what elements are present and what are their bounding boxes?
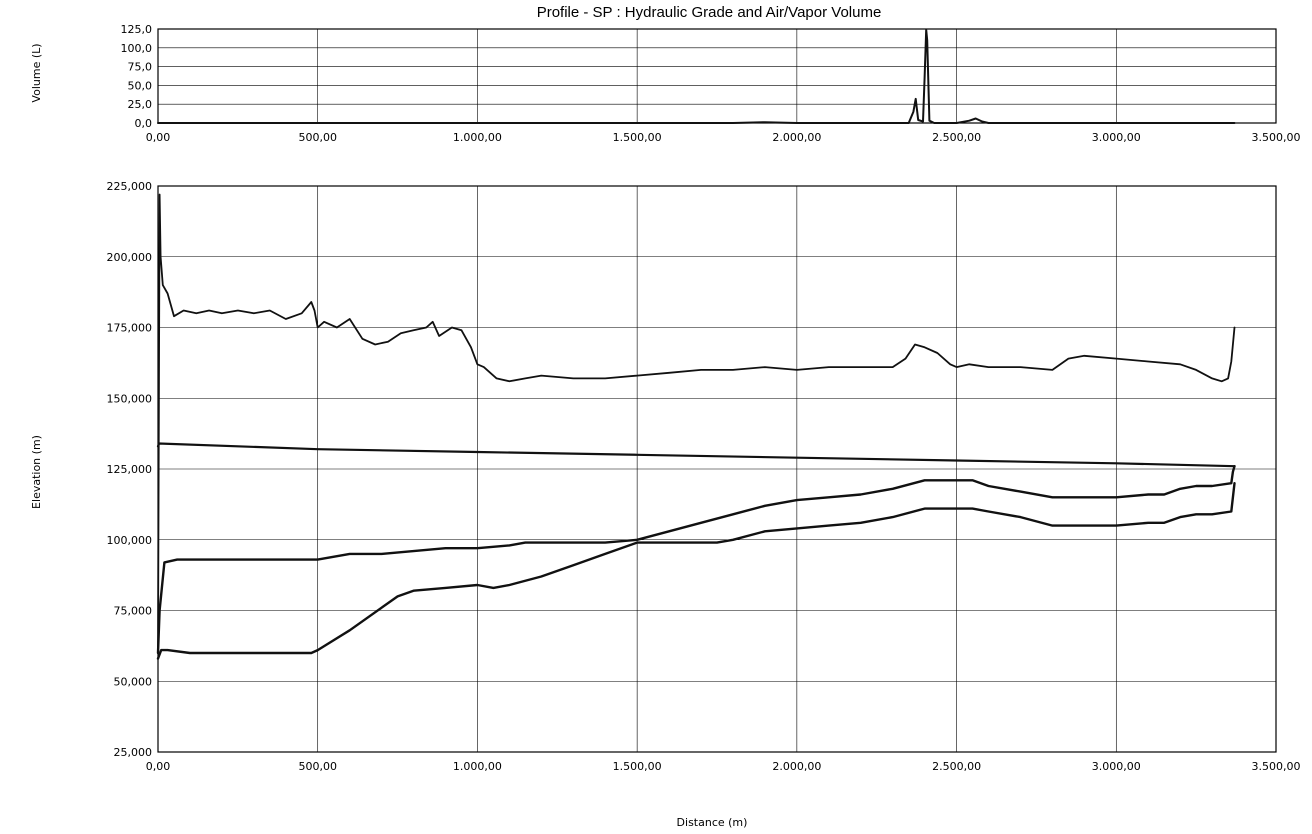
volume-x-tick-label: 0,00 [146,131,171,144]
elevation-series-line-1 [157,193,1236,654]
volume-x-tick-label: 3.000,00 [1092,131,1141,144]
elevation-x-tick-label: 3.500,00 [1252,760,1301,773]
elevation-y-tick-label: 125,000 [107,463,153,476]
top-y-axis-title: Volume (L) [30,43,43,102]
volume-y-tick-label: 0,0 [135,117,153,130]
volume-x-tick-label: 1.500,00 [613,131,662,144]
volume-x-tick-label: 500,00 [298,131,337,144]
elevation-x-tick-label: 0,00 [146,760,171,773]
elevation-x-tick-label: 2.000,00 [772,760,821,773]
elevation-series-line-4 [156,482,1236,660]
elevation-series-line-2 [156,442,1236,468]
volume-y-tick-label: 25,0 [128,98,153,111]
volume-x-tick-label: 3.500,00 [1252,131,1301,144]
x-axis-title: Distance (m) [677,816,748,829]
volume-y-tick-label: 50,0 [128,79,153,92]
elevation-y-tick-label: 75,000 [114,605,153,618]
volume-plot-frame [157,28,1277,124]
chart-title: Profile - SP : Hydraulic Grade and Air/V… [537,4,882,21]
elevation-series-line-3 [156,465,1236,655]
elevation-x-tick-label: 2.500,00 [932,760,981,773]
elevation-x-tick-label: 3.000,00 [1092,760,1141,773]
volume-y-tick-label: 100,0 [121,42,153,55]
elevation-y-tick-label: 25,000 [114,746,153,759]
volume-series-line-1 [157,28,1236,124]
elevation-y-tick-label: 150,000 [107,392,153,405]
elevation-x-tick-label: 500,00 [298,760,337,773]
elevation-y-tick-label: 225,000 [107,180,153,193]
elevation-y-tick-label: 50,000 [114,675,153,688]
elevation-x-tick-label: 1.000,00 [453,760,502,773]
elevation-y-tick-label: 100,000 [107,534,153,547]
elevation-y-tick-label: 175,000 [107,322,153,335]
volume-y-tick-label: 125,0 [121,23,153,36]
elevation-y-tick-label: 200,000 [107,251,153,264]
volume-x-tick-label: 2.500,00 [932,131,981,144]
elevation-panel: 0,00 500,00 1.000,00 1.500,00 2.000,00 2.500,… [107,180,1301,773]
volume-x-tick-label: 1.000,00 [453,131,502,144]
volume-panel: 0,00 500,00 1.000,00 1.500,00 2.000,00 2.500,… [121,23,1301,144]
elevation-x-tick-label: 1.500,00 [613,760,662,773]
volume-y-tick-label: 75,0 [128,61,153,74]
volume-x-tick-label: 2.000,00 [772,131,821,144]
bottom-y-axis-title: Elevation (m) [30,435,43,509]
